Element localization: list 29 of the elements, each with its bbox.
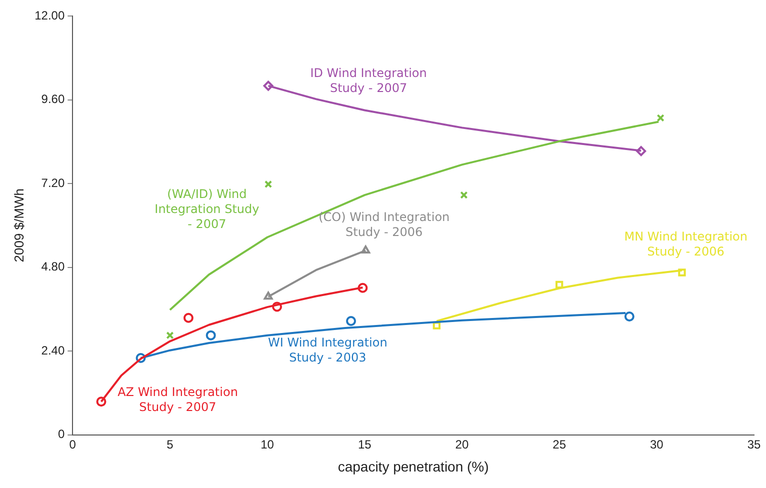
point bbox=[346, 316, 356, 326]
text: (CO) Wind Integration Study - 2006 bbox=[318, 210, 450, 240]
series-label: (WA/ID) Wind Integration Study - 2007 bbox=[154, 186, 260, 231]
text: MN Wind Integration Study - 2006 bbox=[624, 230, 748, 259]
x-tick-label: 20 bbox=[455, 437, 469, 452]
y-tick-label: 2.40 bbox=[41, 343, 65, 358]
x-tick-label: 5 bbox=[166, 437, 174, 452]
y-tick-label: 7.20 bbox=[41, 176, 65, 190]
point bbox=[624, 311, 634, 322]
series-label: AZ Wind Integration Study - 2007 bbox=[118, 385, 238, 414]
x-axis-title: capacity penetration (%) bbox=[338, 458, 489, 474]
point bbox=[264, 180, 272, 188]
text: ID Wind Integration Study - 2007 bbox=[310, 66, 427, 95]
y-tick-label: 0 bbox=[58, 427, 65, 442]
y-axis-title: 2009 $/MWh bbox=[11, 188, 26, 262]
text: WI Wind Integration Study - 2003 bbox=[268, 336, 388, 365]
x-tick-label: 0 bbox=[69, 437, 76, 452]
y-tick-label: 12.00 bbox=[34, 8, 65, 22]
x-tick-label: 30 bbox=[650, 437, 664, 452]
x-tick-label: 25 bbox=[552, 437, 566, 452]
y-tick-label: 4.80 bbox=[41, 260, 65, 274]
point bbox=[183, 312, 194, 323]
point bbox=[460, 191, 468, 199]
x-tick-label: 10 bbox=[260, 437, 274, 452]
x-tick-label: 35 bbox=[747, 437, 761, 452]
x-tick-label: 15 bbox=[358, 437, 372, 452]
y-tick-label: 9.60 bbox=[41, 92, 65, 106]
point bbox=[166, 332, 174, 340]
point bbox=[206, 330, 216, 340]
